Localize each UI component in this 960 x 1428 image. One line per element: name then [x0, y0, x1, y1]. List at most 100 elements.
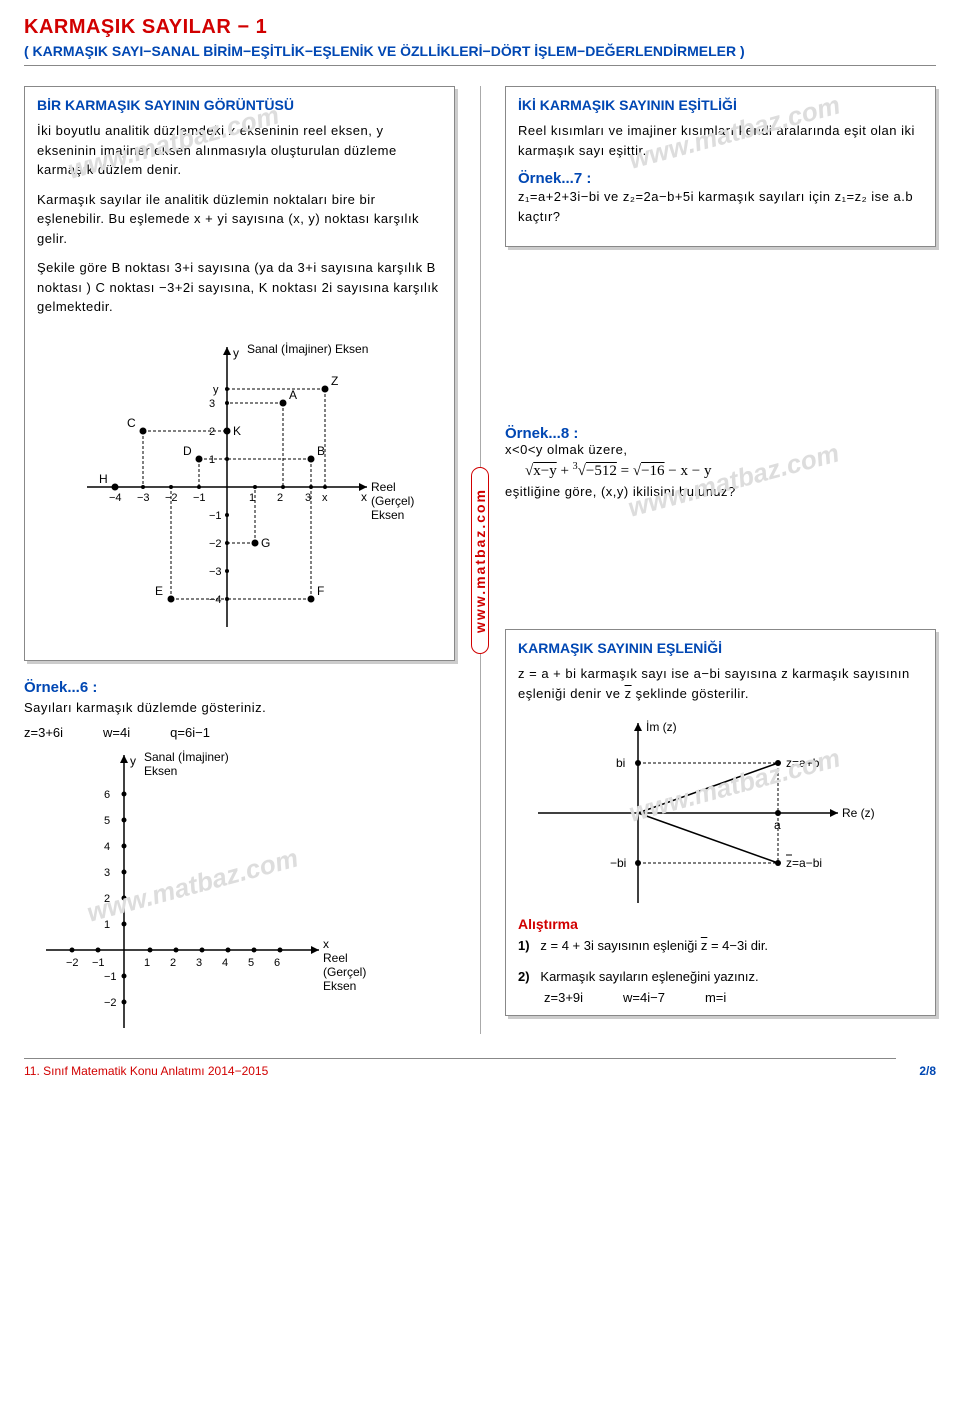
svg-text:E: E — [155, 584, 163, 598]
example-7-title: Örnek...7 : — [518, 170, 923, 187]
svg-text:(Gerçel): (Gerçel) — [371, 494, 414, 508]
svg-text:1: 1 — [209, 454, 215, 466]
svg-text:1: 1 — [249, 492, 255, 504]
page-title: KARMAŞIK SAYILAR − 1 — [24, 16, 936, 39]
svg-text:Eksen: Eksen — [371, 508, 404, 522]
svg-text:Sanal (İmajiner): Sanal (İmajiner) — [144, 750, 229, 764]
svg-text:2: 2 — [209, 426, 215, 438]
panel-complex-image: www.matbaz.com BİR KARMAŞIK SAYININ GÖRÜ… — [24, 86, 455, 661]
svg-text:B: B — [317, 444, 325, 458]
complex-plane-chart-1: y Sanal (İmajiner) Eksen x Reel(Gerçel)Ekse… — [37, 327, 437, 647]
svg-text:4: 4 — [104, 841, 110, 853]
example-8-line2: eşitliğine göre, (x,y) ikilisini bulunuz… — [505, 484, 936, 499]
svg-text:A: A — [289, 388, 297, 402]
paragraph: Karmaşık sayılar ile analitik düzlemin n… — [37, 190, 442, 249]
svg-text:1: 1 — [144, 957, 150, 969]
svg-text:x: x — [322, 492, 328, 504]
footer-right: 2/8 — [919, 1064, 936, 1078]
paragraph: Şekile göre B noktası 3+i sayısına (ya d… — [37, 258, 442, 317]
svg-text:Eksen: Eksen — [323, 979, 356, 993]
svg-text:x: x — [323, 937, 329, 951]
svg-text:D: D — [183, 444, 192, 458]
eq-z: z=3+6i — [24, 725, 63, 740]
alistirma-z: z=3+9i — [544, 990, 583, 1005]
svg-text:Reel: Reel — [371, 480, 396, 494]
panel-equality: www.matbaz.com İKİ KARMAŞIK SAYININ EŞİT… — [505, 86, 936, 247]
example-6-title: Örnek...6 : — [24, 679, 455, 696]
svg-text:Re (z): Re (z) — [842, 806, 875, 820]
alistirma-m: m=i — [705, 990, 726, 1005]
page-subtitle: ( KARMAŞIK SAYI−SANAL BİRİM−EŞİTLİK−EŞLE… — [24, 43, 936, 59]
svg-text:2: 2 — [104, 893, 110, 905]
header-divider — [24, 65, 936, 66]
svg-text:−3: −3 — [137, 492, 150, 504]
paragraph: z = a + bi karmaşık sayı ise a−bi sayısı… — [518, 664, 923, 703]
svg-text:Sanal (İmajiner) Eksen: Sanal (İmajiner) Eksen — [247, 342, 368, 356]
svg-text:−bi: −bi — [610, 856, 626, 870]
svg-text:4: 4 — [222, 957, 228, 969]
svg-text:−3: −3 — [209, 566, 222, 578]
example-7-text: z₁=a+2+3i−bi ve z₂=2a−b+5i karmaşık sayı… — [518, 187, 923, 226]
svg-text:2: 2 — [277, 492, 283, 504]
svg-text:5: 5 — [248, 957, 254, 969]
eq-q: q=6i−1 — [170, 725, 210, 740]
svg-text:z=a+bi: z=a+bi — [786, 756, 822, 770]
svg-text:K: K — [233, 424, 241, 438]
svg-text:−2: −2 — [104, 997, 117, 1009]
panel-title: BİR KARMAŞIK SAYININ GÖRÜNTÜSÜ — [37, 97, 442, 113]
eq-w: w=4i — [103, 725, 130, 740]
example-8-line1: x<0<y olmak üzere, — [505, 442, 936, 457]
complex-plane-chart-2: ySanal (İmajiner)EksenxReel(Gerçel)Eksen… — [24, 750, 424, 1030]
svg-text:H: H — [99, 472, 108, 486]
svg-text:x: x — [361, 490, 367, 504]
example-8-eq: √x−y + 3√−512 = √−16 − x − y — [525, 461, 936, 480]
alistirma-q1: 1) z = 4 + 3i sayısının eşleniği z = 4−3… — [518, 938, 923, 953]
svg-text:−1: −1 — [193, 492, 206, 504]
svg-text:Z: Z — [331, 374, 338, 388]
svg-text:3: 3 — [209, 398, 215, 410]
svg-text:bi: bi — [616, 756, 625, 770]
svg-text:−1: −1 — [92, 957, 105, 969]
svg-text:−2: −2 — [66, 957, 79, 969]
footer-left: 11. Sınıf Matematik Konu Anlatımı 2014−2… — [24, 1064, 268, 1078]
svg-text:−1: −1 — [104, 971, 117, 983]
footer: 11. Sınıf Matematik Konu Anlatımı 2014−2… — [24, 1058, 936, 1078]
svg-text:Reel: Reel — [323, 951, 348, 965]
svg-text:Eksen: Eksen — [144, 764, 177, 778]
svg-text:6: 6 — [274, 957, 280, 969]
svg-text:−4: −4 — [209, 594, 222, 606]
svg-text:−1: −1 — [209, 510, 222, 522]
alistirma-w: w=4i−7 — [623, 990, 665, 1005]
panel-title: KARMAŞIK SAYININ EŞLENİĞİ — [518, 640, 923, 656]
column-divider: www.matbaz.com — [465, 86, 495, 1034]
alistirma-q2: 2) Karmaşık sayıların eşleneğini yazınız… — [518, 969, 923, 984]
example-8-title: Örnek...8 : — [505, 425, 936, 442]
svg-text:2: 2 — [170, 957, 176, 969]
svg-text:3: 3 — [104, 867, 110, 879]
svg-text:F: F — [317, 584, 324, 598]
vertical-url: www.matbaz.com — [471, 467, 489, 654]
alistirma-title: Alıştırma — [518, 916, 923, 932]
paragraph: İki boyutlu analitik düzlemdeki x ekseni… — [37, 121, 442, 180]
panel-title: İKİ KARMAŞIK SAYININ EŞİTLİĞİ — [518, 97, 923, 113]
svg-text:z=a−bi: z=a−bi — [786, 856, 822, 870]
right-column: www.matbaz.com İKİ KARMAŞIK SAYININ EŞİT… — [505, 86, 936, 1034]
svg-text:6: 6 — [104, 789, 110, 801]
conjugate-diagram: İm (z)Re (z)abi−biz=a+biz=a−bi — [518, 713, 878, 913]
svg-text:y: y — [233, 346, 239, 360]
panel-conjugate: www.matbaz.com KARMAŞIK SAYININ EŞLENİĞİ… — [505, 629, 936, 1016]
svg-text:3: 3 — [196, 957, 202, 969]
svg-text:3: 3 — [305, 492, 311, 504]
svg-text:1: 1 — [104, 919, 110, 931]
left-column: www.matbaz.com BİR KARMAŞIK SAYININ GÖRÜ… — [24, 86, 455, 1034]
svg-text:y: y — [130, 754, 136, 768]
svg-text:C: C — [127, 416, 136, 430]
paragraph: Reel kısımları ve imajiner kısımları ken… — [518, 121, 923, 160]
svg-text:G: G — [261, 536, 270, 550]
svg-text:y: y — [213, 384, 219, 396]
example-6-prompt: Sayıları karmaşık düzlemde gösteriniz. — [24, 700, 455, 715]
svg-text:5: 5 — [104, 815, 110, 827]
svg-text:−2: −2 — [209, 538, 222, 550]
svg-text:İm (z): İm (z) — [646, 720, 677, 734]
svg-text:−4: −4 — [109, 492, 122, 504]
